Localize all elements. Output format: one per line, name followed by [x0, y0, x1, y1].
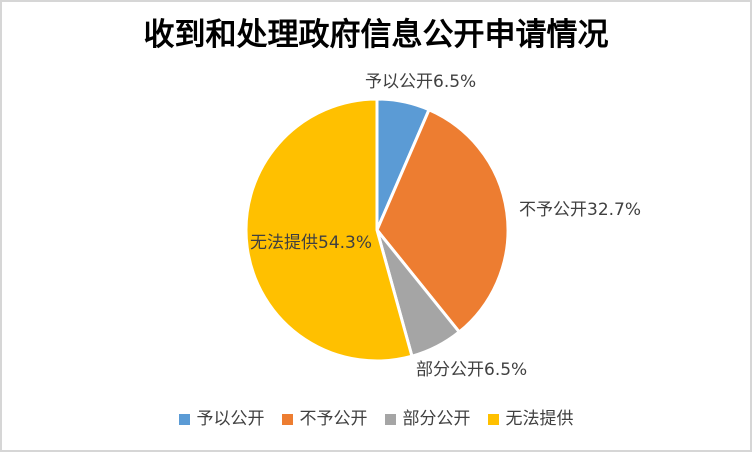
legend-label: 部分公开: [402, 409, 471, 429]
pie-slice-3: [244, 97, 414, 363]
pie-slice-1: [375, 107, 510, 335]
data-label-buyu-gongkai: 不予公开32.7%: [519, 200, 642, 220]
legend-swatch-gray: [384, 413, 396, 425]
legend-item-bufen-gongkai: 部分公开: [384, 408, 471, 430]
legend-label: 予以公开: [196, 409, 265, 429]
legend-item-wufa-tigong: 无法提供: [487, 408, 574, 430]
data-label-yuyi-gongkai: 予以公开6.5%: [365, 72, 477, 92]
data-label-bufen-gongkai: 部分公开6.5%: [416, 360, 528, 380]
legend-swatch-yellow: [487, 413, 499, 425]
legend-label: 不予公开: [299, 409, 368, 429]
legend-swatch-orange: [281, 413, 293, 425]
legend-item-buyu-gongkai: 不予公开: [281, 408, 368, 430]
legend-label: 无法提供: [505, 409, 574, 429]
data-label-wufa-tigong: 无法提供54.3%: [250, 233, 373, 253]
legend-swatch-blue: [178, 413, 190, 425]
chart-title: 收到和处理政府信息公开申请情况: [143, 17, 609, 53]
legend-item-yuyi-gongkai: 予以公开: [178, 408, 265, 430]
chart-legend: 予以公开 不予公开 部分公开 无法提供: [2, 408, 750, 430]
